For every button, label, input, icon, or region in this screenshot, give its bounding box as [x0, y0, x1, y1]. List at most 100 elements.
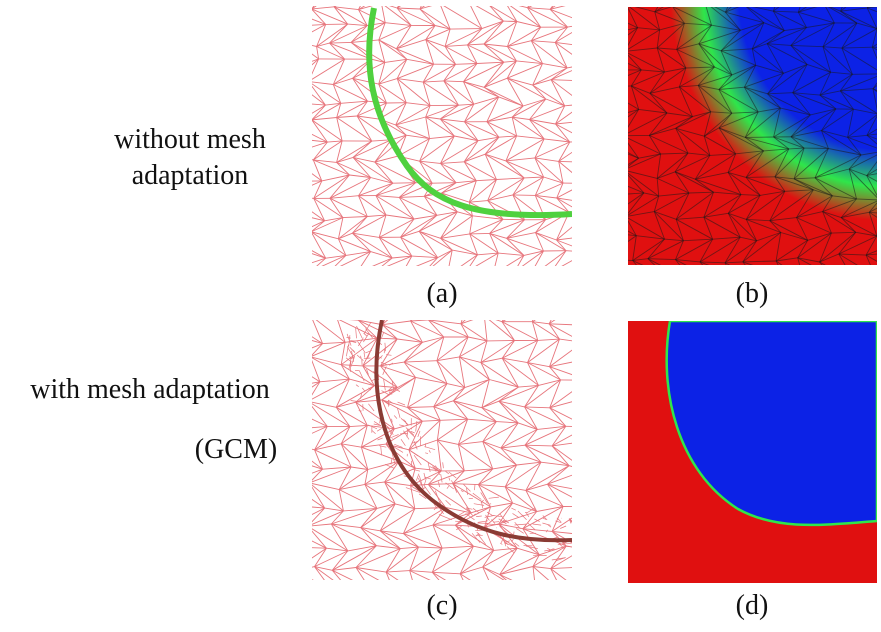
mesh-edges [628, 7, 877, 265]
mesh-edge [720, 50, 756, 66]
mesh-edge [385, 571, 390, 580]
mesh-edge [485, 153, 507, 162]
mesh-edge [502, 218, 525, 221]
mesh-edge [569, 141, 572, 143]
mesh-edge [484, 135, 517, 155]
refined-edge [417, 477, 424, 490]
mesh-edge [745, 150, 764, 178]
mesh-edge [478, 484, 513, 504]
mesh-edge [312, 376, 321, 383]
mesh-edge [489, 233, 499, 254]
mesh-edge [725, 11, 741, 31]
mesh-edge [327, 140, 343, 143]
mesh-edge [453, 400, 497, 423]
mesh-edge [746, 190, 786, 220]
mesh-edge [358, 9, 368, 26]
mesh-edge [364, 460, 400, 485]
mesh-edge [648, 112, 668, 136]
mesh-edge [567, 66, 572, 69]
mesh-edge [360, 508, 378, 528]
mesh-edge [718, 127, 736, 155]
mesh-edge [531, 40, 568, 69]
mesh-edge [392, 255, 412, 259]
mesh-edge [374, 134, 407, 163]
mesh-edge [403, 533, 443, 549]
mesh-edge [556, 197, 572, 201]
mesh-edge [534, 176, 545, 196]
mesh-edge [549, 366, 561, 381]
mesh-edge [767, 64, 808, 95]
refined-edge [415, 420, 418, 432]
mesh-edge [527, 7, 568, 28]
mesh-edge [470, 6, 483, 29]
mesh-edge [312, 425, 328, 434]
refined-edge [463, 484, 471, 492]
mesh-edge [794, 177, 816, 180]
refined-edge [405, 487, 421, 493]
mesh-edge [356, 100, 368, 117]
refined-edge [560, 525, 567, 529]
mesh-edge [561, 260, 572, 266]
mesh-edge [821, 108, 854, 131]
mesh-edge [675, 259, 681, 265]
mesh-edge [775, 260, 783, 265]
refined-edge [502, 519, 510, 524]
mesh-edge [406, 102, 431, 107]
mesh-edge [725, 11, 765, 24]
mesh-edge [322, 341, 346, 345]
mesh-edge [656, 29, 661, 49]
mesh-edge [336, 103, 342, 118]
mesh-edge [340, 364, 375, 387]
mesh-edge [440, 211, 458, 239]
mesh-edge [507, 40, 532, 47]
mesh-edge [400, 214, 438, 238]
mesh-edge [856, 198, 877, 201]
mesh-edge [384, 467, 416, 483]
mesh-edge [374, 139, 392, 163]
mesh-edge [861, 151, 877, 156]
mesh-edge [822, 46, 842, 49]
mesh-edge [386, 570, 410, 573]
mesh-edge [664, 238, 684, 242]
mesh-edge [501, 339, 538, 359]
mesh-edge [469, 179, 497, 203]
mesh-edge [506, 77, 524, 107]
mesh-edge [819, 72, 832, 96]
mesh-edge [865, 235, 877, 256]
mesh-edge [459, 573, 464, 580]
mesh-edge [432, 182, 457, 184]
mesh-edge [550, 70, 572, 81]
mesh-edge [403, 341, 423, 363]
mesh-edge [463, 81, 499, 98]
mesh-edge [484, 320, 488, 341]
mesh-edge [422, 81, 431, 106]
mesh-edge [695, 178, 742, 196]
mesh-edge [312, 250, 326, 259]
mesh-edge [457, 419, 469, 445]
mesh-edge [425, 28, 451, 41]
mesh-edge [440, 103, 474, 120]
mesh-edge [312, 159, 323, 182]
mesh-edge [409, 547, 443, 571]
mesh-edge [312, 85, 326, 106]
mesh-edge [489, 232, 507, 239]
mesh-edge [467, 20, 504, 46]
mesh-edge [628, 230, 637, 237]
mesh-edge [386, 255, 412, 266]
mesh-edge [535, 232, 557, 241]
refined-edge [390, 457, 393, 465]
mesh-edge [821, 130, 862, 156]
mesh-edge [744, 111, 759, 138]
refined-edge [547, 547, 551, 550]
mesh-edge [676, 43, 699, 50]
mesh-edge [487, 179, 497, 201]
mesh-edge [766, 27, 807, 45]
mesh-edge [358, 182, 394, 197]
mesh-edge [409, 546, 419, 571]
mesh-edge [699, 238, 713, 263]
mesh-edge [379, 530, 401, 549]
mesh-edge [422, 63, 434, 83]
mesh-edge [312, 119, 343, 142]
mesh-edge [395, 102, 407, 126]
mesh-edge [403, 507, 446, 534]
